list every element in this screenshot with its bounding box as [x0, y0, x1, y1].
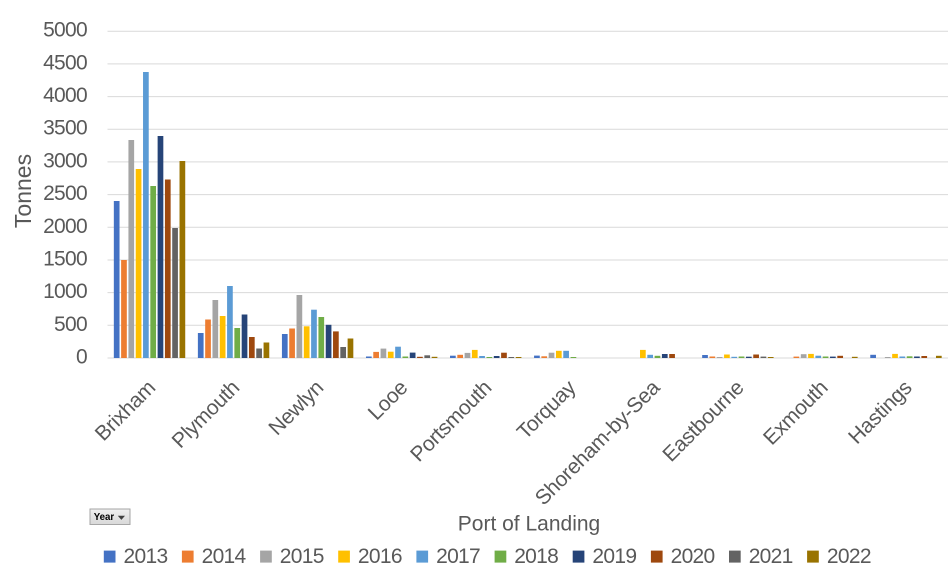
svg-text:1000: 1000: [43, 280, 87, 303]
svg-text:2500: 2500: [43, 182, 87, 205]
svg-text:5000: 5000: [43, 19, 87, 42]
svg-text:3500: 3500: [43, 117, 87, 140]
svg-text:2021: 2021: [749, 545, 793, 568]
svg-text:0: 0: [76, 346, 87, 369]
svg-text:2000: 2000: [43, 215, 87, 238]
svg-text:Tonnes: Tonnes: [10, 154, 36, 228]
svg-text:2022: 2022: [827, 545, 871, 568]
svg-text:2017: 2017: [436, 545, 480, 568]
svg-text:2015: 2015: [280, 545, 324, 568]
svg-text:2020: 2020: [671, 545, 715, 568]
svg-text:4000: 4000: [43, 84, 87, 107]
svg-text:4500: 4500: [43, 51, 87, 74]
svg-text:500: 500: [54, 313, 87, 336]
svg-text:2019: 2019: [592, 545, 636, 568]
svg-text:2018: 2018: [514, 545, 558, 568]
svg-text:2013: 2013: [124, 545, 168, 568]
svg-text:2014: 2014: [202, 545, 247, 568]
svg-text:1500: 1500: [43, 248, 87, 271]
svg-text:2016: 2016: [358, 545, 402, 568]
svg-text:Year: Year: [94, 512, 115, 523]
svg-text:3000: 3000: [43, 149, 87, 172]
svg-text:Port of Landing: Port of Landing: [458, 513, 600, 536]
